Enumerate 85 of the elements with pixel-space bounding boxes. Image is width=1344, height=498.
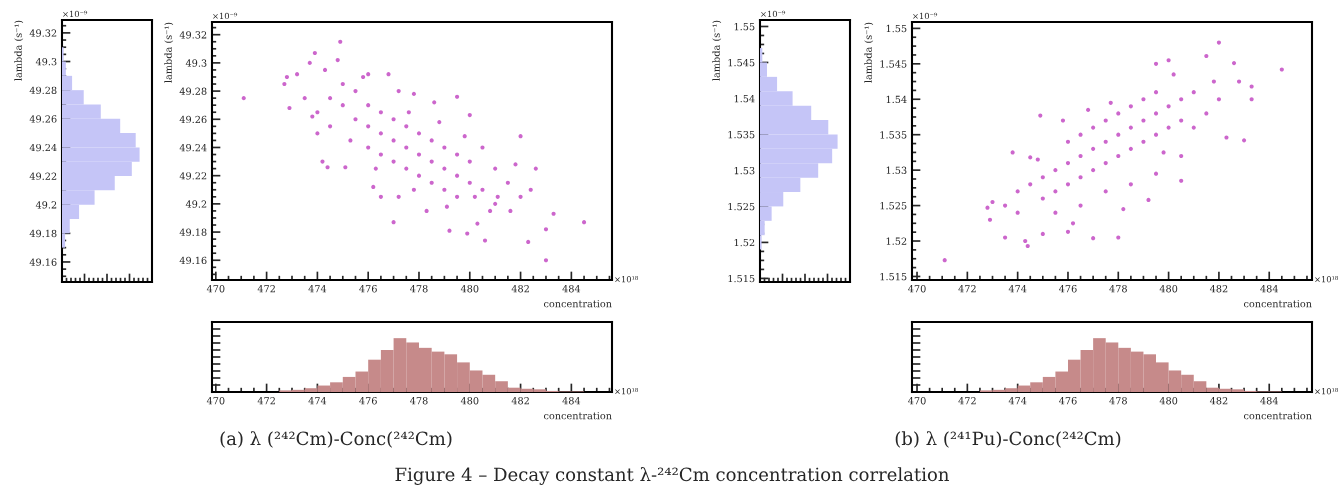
caption: Figure 4 – Decay constant λ-²⁴²Cm concentration correlation [395, 467, 949, 485]
y-tick-label: 1.55 [734, 22, 755, 31]
x-tick-label: 472 [958, 397, 976, 405]
y-tick-label: 49.16 [179, 256, 207, 265]
x-tick-label: 476 [359, 397, 377, 405]
text: ×10⁻⁹ [63, 10, 88, 18]
x-tick-label: 482 [1209, 397, 1228, 405]
x-tick-label: 472 [257, 397, 275, 405]
text: (b) λ (²⁴¹Pu)-Conc(²⁴²Cm) [895, 431, 1121, 448]
x-tick-label: 478 [1109, 397, 1127, 405]
y-tick-label: 49.2 [35, 201, 57, 209]
y-tick-label: 49.3 [35, 58, 57, 66]
x-tick-label: 474 [308, 397, 327, 405]
x-tick-label: 478 [410, 397, 428, 405]
y-tick-label: 1.535 [880, 131, 907, 139]
y-tick-label: 1.545 [880, 60, 907, 68]
x-tick-label: 470 [206, 285, 225, 293]
y-tick-label: 1.52 [886, 237, 907, 245]
x-tick-label: 470 [908, 397, 926, 405]
x-tick-label: 474 [1008, 397, 1027, 405]
y-tick-label: 49.18 [179, 228, 207, 236]
y-tick-label: 49.32 [179, 31, 207, 39]
x-tick-label: 472 [257, 285, 275, 293]
x-tick-label: 484 [1260, 397, 1279, 405]
x-axis-title: concentration [1243, 412, 1312, 420]
x-tick-label: 482 [511, 285, 529, 293]
x-tick-label: 484 [562, 285, 581, 293]
x-tick-label: 478 [1109, 285, 1127, 293]
x-tick-label: 480 [460, 285, 479, 293]
y-tick-label: 1.515 [728, 274, 755, 283]
y-tick-label: 49.32 [29, 29, 57, 37]
y-tick-label: 1.53 [734, 166, 755, 175]
x-axis-title: concentration [543, 412, 612, 420]
x-tick-label: 480 [460, 397, 479, 405]
y-axis-title: lambda (s⁻¹) [164, 22, 174, 83]
y-tick-label: 49.24 [29, 143, 57, 152]
y-tick-label: 49.22 [29, 172, 57, 180]
x-tick-label: 476 [359, 285, 377, 293]
y-axis-title: lambda (s⁻¹) [712, 20, 722, 81]
x-tick-label: 484 [1260, 285, 1279, 293]
y-tick-label: 49.26 [179, 115, 207, 124]
text: ×10¹⁸ [1315, 388, 1339, 395]
x-tick-label: 482 [1209, 285, 1228, 293]
y-tick-label: 49.28 [179, 87, 207, 95]
y-tick-label: 1.535 [728, 130, 755, 139]
y-tick-label: 49.16 [29, 258, 57, 266]
y-tick-label: 1.55 [886, 24, 907, 33]
text: ×10¹⁸ [1315, 276, 1339, 283]
y-tick-label: 49.2 [185, 200, 207, 208]
y-tick-label: 49.18 [29, 229, 57, 238]
text: ×10⁻⁹ [761, 10, 786, 18]
x-tick-label: 474 [1008, 285, 1027, 293]
text: (a) λ (²⁴²Cm)-Conc(²⁴²Cm) [220, 431, 452, 448]
y-axis-title: lambda (s⁻¹) [14, 20, 24, 81]
text: ×10¹⁸ [615, 276, 639, 283]
x-tick-label: 480 [1159, 397, 1178, 405]
y-tick-label: 1.54 [886, 95, 907, 104]
text: ×10⁻⁹ [913, 12, 938, 20]
x-tick-label: 484 [562, 397, 581, 405]
x-tick-label: 480 [1159, 285, 1178, 293]
y-tick-label: 49.22 [179, 172, 207, 180]
x-tick-label: 482 [511, 397, 529, 405]
y-tick-label: 49.26 [29, 115, 57, 123]
y-tick-label: 49.3 [185, 59, 207, 67]
y-tick-label: 49.28 [29, 86, 57, 94]
y-tick-label: 1.525 [880, 202, 907, 210]
y-axis-title: lambda (s⁻¹) [864, 22, 874, 83]
text: ×10¹⁸ [615, 388, 639, 395]
x-axis-title: concentration [543, 300, 612, 308]
y-tick-label: 1.52 [734, 238, 755, 247]
x-tick-label: 476 [1059, 397, 1077, 405]
x-axis-title: concentration [1243, 300, 1312, 308]
text: ×10⁻⁹ [213, 12, 238, 20]
x-tick-label: 476 [1059, 285, 1077, 293]
x-tick-label: 470 [908, 285, 926, 293]
x-tick-label: 472 [958, 285, 976, 293]
y-tick-label: 1.525 [728, 202, 755, 211]
y-tick-label: 1.54 [734, 94, 755, 103]
x-tick-label: 470 [206, 397, 225, 405]
y-tick-label: 1.515 [880, 272, 907, 281]
x-tick-label: 478 [410, 285, 428, 293]
y-tick-label: 1.53 [886, 166, 907, 174]
y-tick-label: 1.545 [728, 58, 755, 67]
y-tick-label: 49.24 [179, 143, 207, 152]
x-tick-label: 474 [308, 285, 327, 293]
